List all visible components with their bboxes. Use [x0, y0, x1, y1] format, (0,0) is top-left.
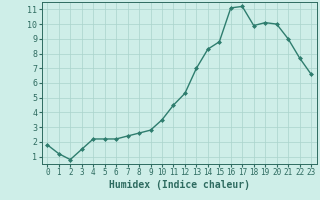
X-axis label: Humidex (Indice chaleur): Humidex (Indice chaleur) [109, 180, 250, 190]
